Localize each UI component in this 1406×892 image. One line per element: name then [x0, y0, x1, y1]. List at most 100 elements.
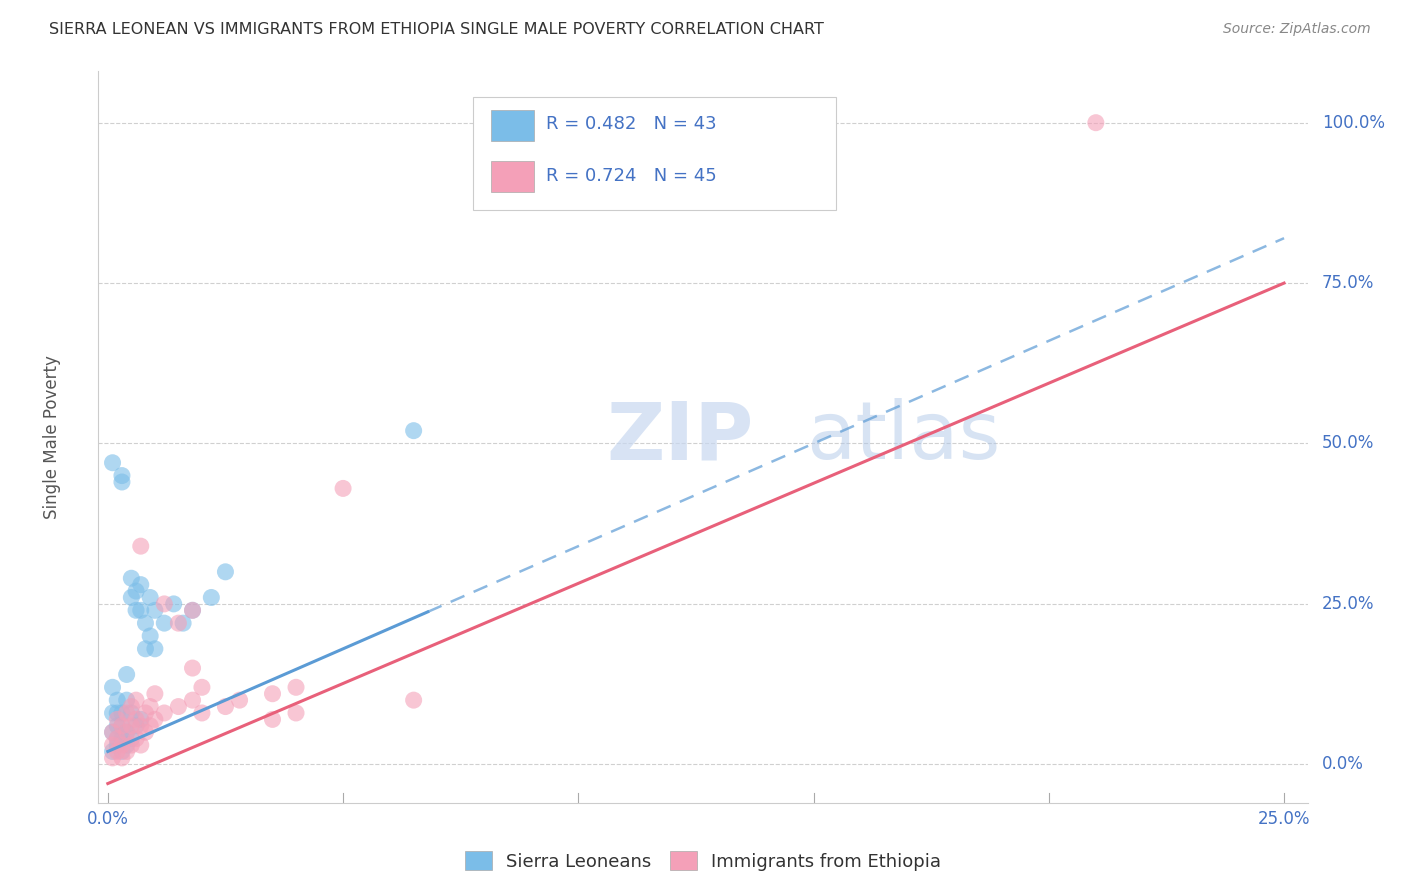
Point	[105, 738, 128, 752]
Point	[143, 603, 166, 617]
Bar	[492, 110, 534, 141]
Point	[105, 731, 128, 746]
Point	[153, 597, 176, 611]
Text: R = 0.482   N = 43: R = 0.482 N = 43	[546, 115, 717, 133]
Point	[125, 712, 148, 726]
Point	[262, 687, 284, 701]
Point	[129, 539, 152, 553]
Point	[111, 475, 134, 489]
Point	[285, 681, 308, 695]
Text: Source: ZipAtlas.com: Source: ZipAtlas.com	[1223, 22, 1371, 37]
Text: 50.0%: 50.0%	[1322, 434, 1375, 452]
Legend: Sierra Leoneans, Immigrants from Ethiopia: Sierra Leoneans, Immigrants from Ethiopi…	[457, 844, 949, 878]
Point	[134, 706, 156, 720]
Point	[120, 731, 142, 746]
Point	[120, 571, 142, 585]
Point	[101, 744, 124, 758]
Point	[181, 603, 204, 617]
Point	[402, 424, 425, 438]
Point	[105, 744, 128, 758]
Point	[143, 687, 166, 701]
Point	[181, 661, 204, 675]
Text: atlas: atlas	[806, 398, 1000, 476]
Point	[191, 706, 214, 720]
Text: 75.0%: 75.0%	[1322, 274, 1375, 292]
Point	[105, 712, 128, 726]
Point	[139, 629, 162, 643]
Point	[143, 712, 166, 726]
Point	[105, 693, 128, 707]
Point	[125, 731, 148, 746]
Point	[129, 719, 152, 733]
Point	[120, 738, 142, 752]
Point	[111, 468, 134, 483]
FancyBboxPatch shape	[474, 97, 837, 211]
Point	[105, 719, 128, 733]
Point	[120, 699, 142, 714]
Point	[115, 667, 138, 681]
Point	[153, 706, 176, 720]
Point	[228, 693, 250, 707]
Point	[111, 738, 134, 752]
Point	[111, 744, 134, 758]
Text: SIERRA LEONEAN VS IMMIGRANTS FROM ETHIOPIA SINGLE MALE POVERTY CORRELATION CHART: SIERRA LEONEAN VS IMMIGRANTS FROM ETHIOP…	[49, 22, 824, 37]
Text: 100.0%: 100.0%	[1322, 113, 1385, 132]
Point	[139, 591, 162, 605]
Point	[129, 577, 152, 591]
Point	[101, 681, 124, 695]
Point	[129, 738, 152, 752]
Point	[191, 681, 214, 695]
Point	[139, 719, 162, 733]
Point	[115, 725, 138, 739]
Point	[402, 693, 425, 707]
Point	[101, 706, 124, 720]
Point	[1084, 116, 1107, 130]
Point	[115, 725, 138, 739]
Point	[134, 616, 156, 631]
Point	[139, 699, 162, 714]
Point	[125, 584, 148, 599]
Point	[285, 706, 308, 720]
Point	[115, 744, 138, 758]
Point	[111, 751, 134, 765]
Point	[262, 712, 284, 726]
Point	[167, 699, 190, 714]
Point	[181, 693, 204, 707]
Point	[172, 616, 194, 631]
Point	[125, 719, 148, 733]
Point	[214, 699, 236, 714]
Point	[163, 597, 186, 611]
Point	[101, 725, 124, 739]
Text: 25.0%: 25.0%	[1258, 811, 1310, 829]
Text: R = 0.724   N = 45: R = 0.724 N = 45	[546, 167, 717, 185]
Point	[115, 738, 138, 752]
Point	[111, 731, 134, 746]
Point	[143, 641, 166, 656]
Point	[125, 603, 148, 617]
Text: ZIP: ZIP	[606, 398, 754, 476]
Point	[214, 565, 236, 579]
Text: 25.0%: 25.0%	[1322, 595, 1375, 613]
Bar	[492, 161, 534, 192]
Point	[115, 693, 138, 707]
Point	[111, 719, 134, 733]
Point	[332, 482, 354, 496]
Point	[120, 591, 142, 605]
Point	[105, 731, 128, 746]
Text: Single Male Poverty: Single Male Poverty	[44, 355, 62, 519]
Point	[101, 456, 124, 470]
Point	[120, 706, 142, 720]
Point	[101, 738, 124, 752]
Point	[129, 603, 152, 617]
Point	[129, 712, 152, 726]
Point	[134, 725, 156, 739]
Point	[134, 641, 156, 656]
Point	[105, 706, 128, 720]
Point	[111, 719, 134, 733]
Point	[115, 706, 138, 720]
Point	[101, 751, 124, 765]
Text: 0.0%: 0.0%	[1322, 756, 1364, 773]
Point	[153, 616, 176, 631]
Point	[167, 616, 190, 631]
Point	[101, 725, 124, 739]
